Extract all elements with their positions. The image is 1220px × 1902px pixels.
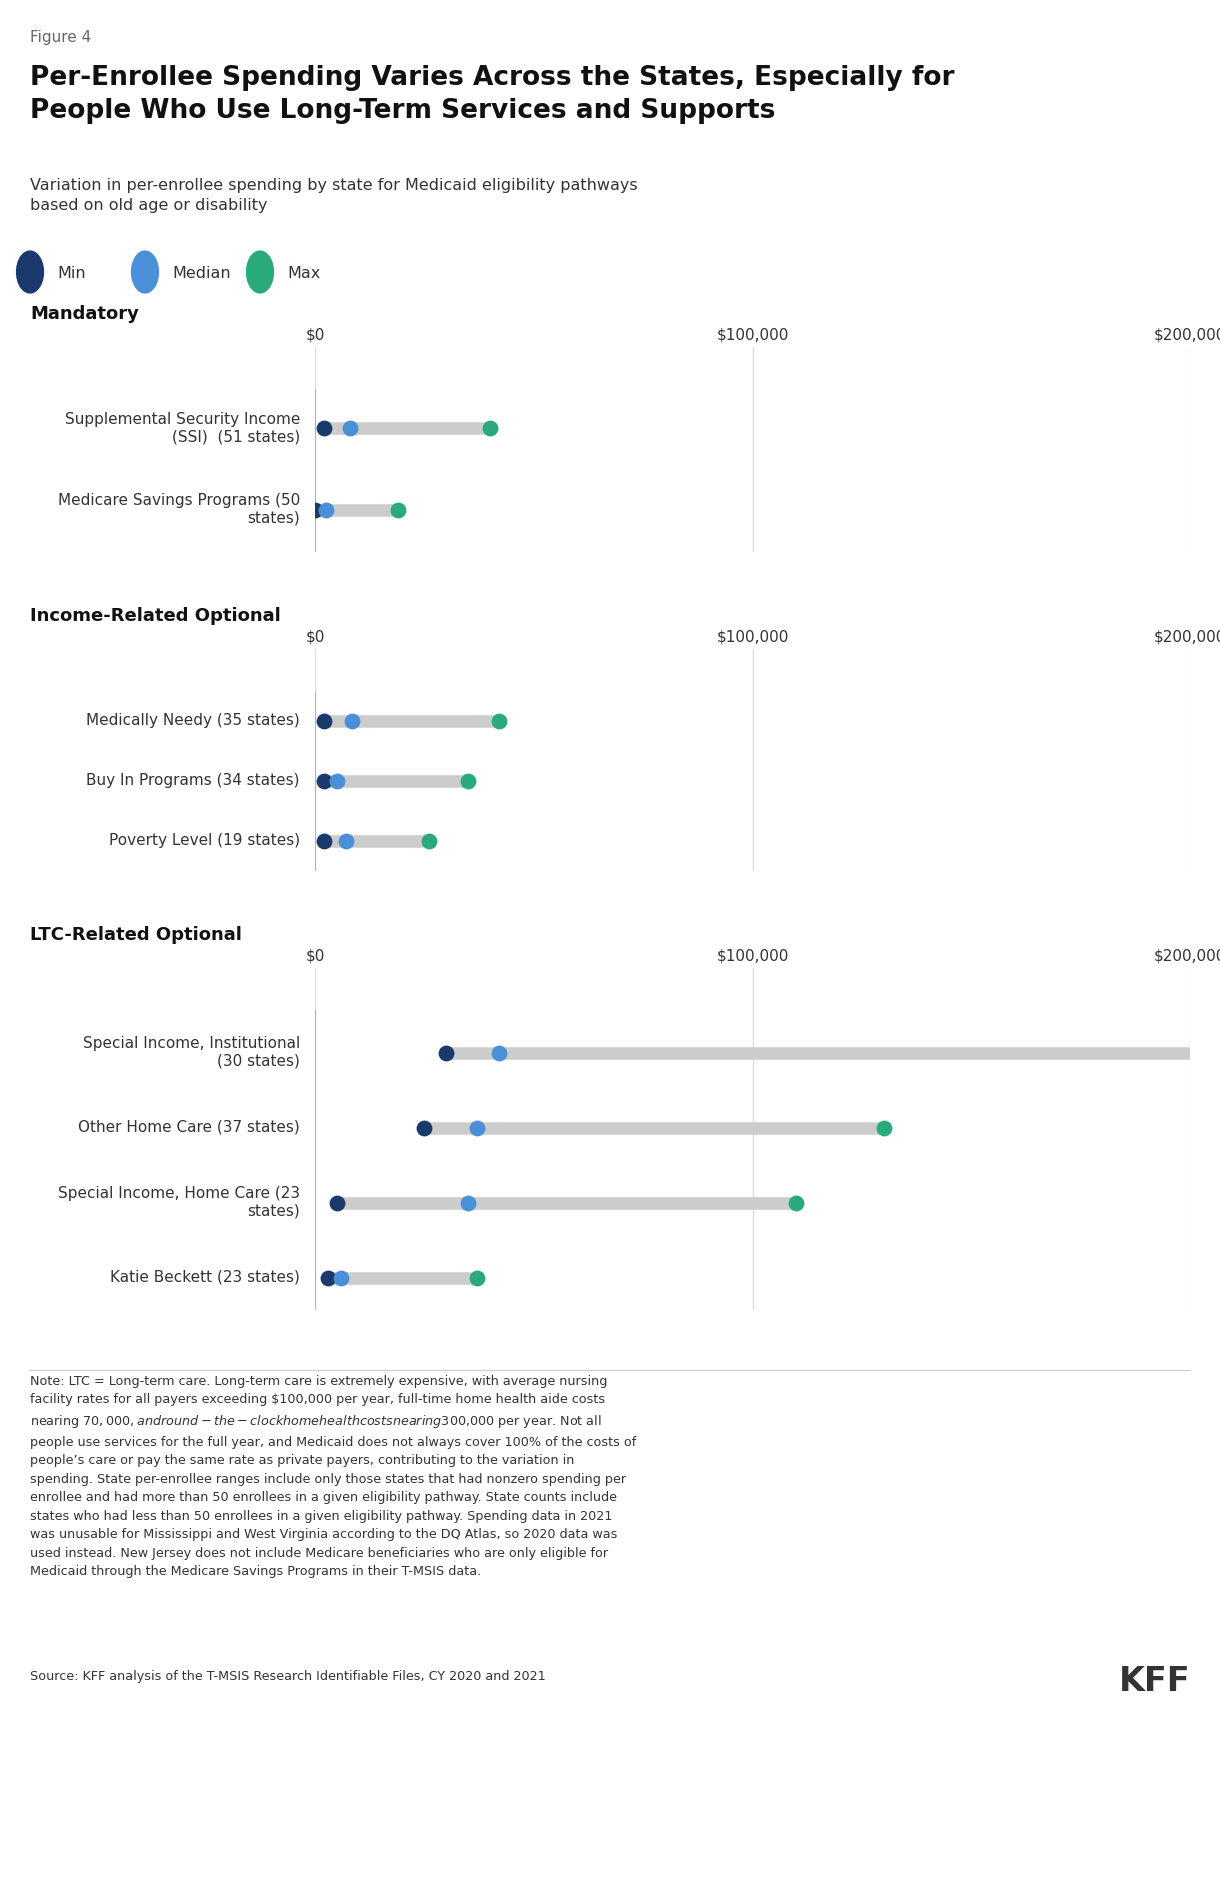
Point [467,1113,487,1143]
Point [327,1187,346,1217]
Point [343,706,362,736]
Point [327,767,346,797]
Text: LTC-Related Optional: LTC-Related Optional [30,926,242,943]
Point [305,495,325,525]
Point [314,767,333,797]
Point [314,706,333,736]
Point [316,495,336,525]
Text: Income-Related Optional: Income-Related Optional [30,607,281,626]
Text: Figure 4: Figure 4 [30,30,92,46]
Text: Buy In Programs (34 states): Buy In Programs (34 states) [87,774,300,789]
Point [437,1037,456,1067]
Point [314,825,333,856]
Text: Medically Needy (35 states): Medically Needy (35 states) [87,713,300,728]
Point [459,767,478,797]
Text: Other Home Care (37 states): Other Home Care (37 states) [78,1120,300,1135]
Point [418,825,438,856]
Point [459,1187,478,1217]
Text: Per-Enrollee Spending Varies Across the States, Especially for
People Who Use Lo: Per-Enrollee Spending Varies Across the … [30,65,954,124]
Point [787,1187,806,1217]
Text: Source: KFF analysis of the T-MSIS Research Identifiable Files, CY 2020 and 2021: Source: KFF analysis of the T-MSIS Resea… [30,1670,545,1683]
Point [489,706,509,736]
Point [314,413,333,443]
Text: Supplemental Security Income
(SSI)  (51 states): Supplemental Security Income (SSI) (51 s… [65,413,300,445]
Text: Variation in per-enrollee spending by state for Medicaid eligibility pathways
ba: Variation in per-enrollee spending by st… [30,179,638,213]
Point [332,1263,351,1293]
Text: Medicare Savings Programs (50
states): Medicare Savings Programs (50 states) [57,493,300,525]
Text: Katie Beckett (23 states): Katie Beckett (23 states) [110,1271,300,1286]
Text: Median: Median [172,266,231,281]
Point [318,1263,338,1293]
Point [388,495,407,525]
Point [415,1113,434,1143]
Point [340,413,360,443]
Text: Note: LTC = Long-term care. Long-term care is extremely expensive, with average : Note: LTC = Long-term care. Long-term ca… [30,1375,637,1579]
Text: Max: Max [287,266,320,281]
Text: Special Income, Institutional
(30 states): Special Income, Institutional (30 states… [83,1037,300,1069]
Text: Poverty Level (19 states): Poverty Level (19 states) [109,833,300,848]
Point [481,413,500,443]
Point [467,1263,487,1293]
Point [874,1113,893,1143]
Text: Special Income, Home Care (23
states): Special Income, Home Care (23 states) [57,1187,300,1219]
Text: Mandatory: Mandatory [30,304,139,323]
Text: KFF: KFF [1119,1664,1190,1698]
Point [489,1037,509,1067]
Text: Min: Min [57,266,85,281]
Point [336,825,355,856]
